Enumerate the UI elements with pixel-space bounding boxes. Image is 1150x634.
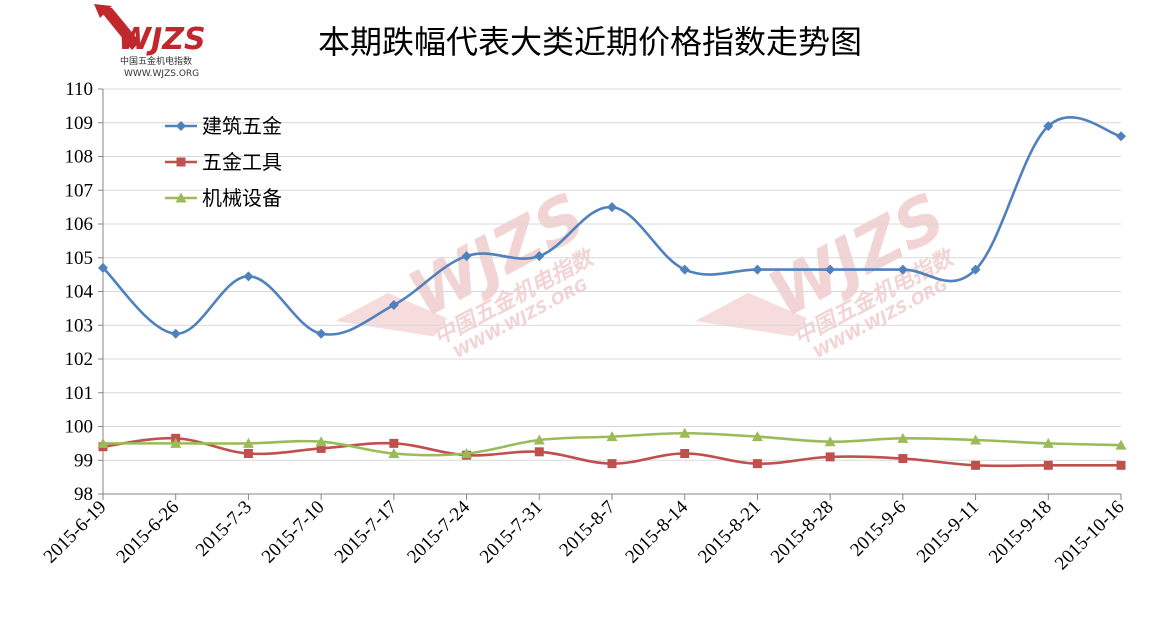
data-point-s1-15: [1116, 131, 1126, 142]
data-point-s2-11: [825, 452, 835, 462]
x-axis-tick-labels: 2015-6-19 2015-6-26 2015-7-3 2015-7-10 2015-…: [40, 496, 1129, 574]
x-tick-label-7: 2015-7-31: [476, 497, 547, 568]
y-tick-label-109: 109: [65, 113, 94, 134]
x-tick-label-10: 2015-8-21: [694, 497, 765, 568]
data-point-s3-1: [97, 437, 109, 448]
y-tick-label-110: 110: [65, 79, 93, 100]
y-tick-label-104: 104: [65, 282, 94, 303]
data-point-s3-8: [606, 431, 618, 442]
x-tick-label-9: 2015-8-14: [621, 496, 692, 567]
x-tick-label-4: 2015-7-10: [258, 497, 329, 568]
legend-label-1: 建筑五金: [202, 114, 282, 138]
data-point-s3-2: [170, 437, 182, 448]
data-point-s2-7: [534, 447, 544, 457]
data-point-s2-12: [898, 454, 908, 464]
data-point-s3-13: [970, 434, 982, 445]
data-point-s3-9: [679, 427, 691, 438]
data-point-s2-5: [389, 438, 399, 448]
legend-marker-3: [175, 192, 187, 203]
data-point-s1-8: [607, 202, 617, 213]
data-point-s3-5: [388, 448, 400, 458]
y-tick-label-108: 108: [65, 147, 94, 168]
y-tick-label-103: 103: [65, 315, 94, 336]
legend-marker-2: [176, 157, 186, 167]
logo-url: WWW.WJZS.ORG: [124, 69, 199, 79]
logo-arrow-head-icon: [94, 4, 112, 18]
x-tick-label-6: 2015-7-24: [403, 496, 474, 567]
x-tick-label-2: 2015-6-26: [112, 497, 183, 568]
data-point-s1-13: [970, 264, 981, 275]
x-tick-label-12: 2015-9-6: [846, 497, 910, 561]
data-point-s1-3: [243, 271, 254, 282]
logo-mark: WJZS: [118, 22, 206, 57]
data-point-s2-9: [680, 449, 690, 458]
y-tick-label-101: 101: [65, 383, 94, 404]
y-tick-label-102: 102: [65, 349, 94, 370]
data-point-s2-4: [316, 443, 326, 453]
y-tick-label-100: 100: [65, 417, 94, 438]
data-point-s2-13: [971, 460, 981, 470]
data-point-s1-7: [534, 251, 545, 262]
data-point-s1-4: [316, 328, 327, 339]
x-tick-label-15: 2015-10-16: [1051, 497, 1129, 575]
data-point-s1-11: [825, 264, 836, 275]
logo: WJZS 中国五金机电指数 WWW.WJZS.ORG: [94, 4, 206, 79]
data-point-s1-14: [1043, 121, 1054, 132]
series-3: [97, 427, 1127, 458]
legend-label-3: 机械设备: [202, 186, 282, 210]
logo-arrow-icon: [98, 8, 140, 50]
x-tick-label-3: 2015-7-3: [192, 497, 256, 561]
x-tick-label-1: 2015-6-19: [40, 497, 111, 568]
data-point-s1-2: [170, 328, 181, 339]
x-tick-label-8: 2015-8-7: [555, 497, 619, 561]
y-tick-label-107: 107: [65, 180, 94, 201]
data-point-s3-4: [315, 436, 327, 447]
data-point-s2-3: [243, 449, 253, 458]
data-point-s3-11: [824, 436, 836, 447]
y-tick-label-99: 99: [74, 450, 93, 471]
x-tick-label-13: 2015-9-11: [913, 497, 983, 567]
data-point-s3-14: [1042, 437, 1054, 448]
series-layer: [97, 116, 1127, 470]
data-point-s3-15: [1115, 439, 1127, 450]
legend-label-2: 五金工具: [202, 150, 282, 174]
data-point-s1-5: [388, 300, 399, 310]
series-1: [98, 116, 1126, 339]
data-point-s2-10: [752, 459, 762, 469]
x-tick-label-5: 2015-7-17: [331, 497, 402, 568]
chart-title: 本期跌幅代表大类近期价格指数走势图: [318, 23, 862, 61]
data-point-s1-9: [679, 264, 690, 275]
data-point-s1-6: [461, 251, 472, 262]
y-tick-label-98: 98: [74, 484, 93, 505]
axes: [98, 88, 1122, 500]
data-point-s2-15: [1116, 460, 1126, 470]
data-point-s1-10: [752, 264, 763, 275]
data-point-s3-6: [461, 448, 473, 458]
y-tick-label-106: 106: [65, 214, 94, 235]
data-point-s3-10: [751, 431, 763, 442]
y-tick-label-105: 105: [65, 248, 94, 269]
data-point-s1-1: [98, 262, 108, 273]
x-tick-label-11: 2015-8-28: [767, 497, 838, 568]
logo-subtitle: 中国五金机电指数: [120, 55, 192, 67]
y-axis-tick-labels: 98 99 100 101 102 103 104 105 106 107 108 109 110: [65, 79, 94, 505]
data-point-s2-8: [607, 459, 617, 469]
grid-lines: [103, 88, 1121, 461]
data-point-s1-12: [897, 264, 908, 275]
data-point-s3-7: [533, 434, 545, 445]
legend-marker-1: [176, 121, 186, 131]
data-point-s2-14: [1043, 460, 1053, 470]
data-point-s3-12: [897, 432, 909, 443]
x-tick-label-14: 2015-9-18: [985, 497, 1056, 568]
data-point-s3-3: [242, 437, 254, 448]
